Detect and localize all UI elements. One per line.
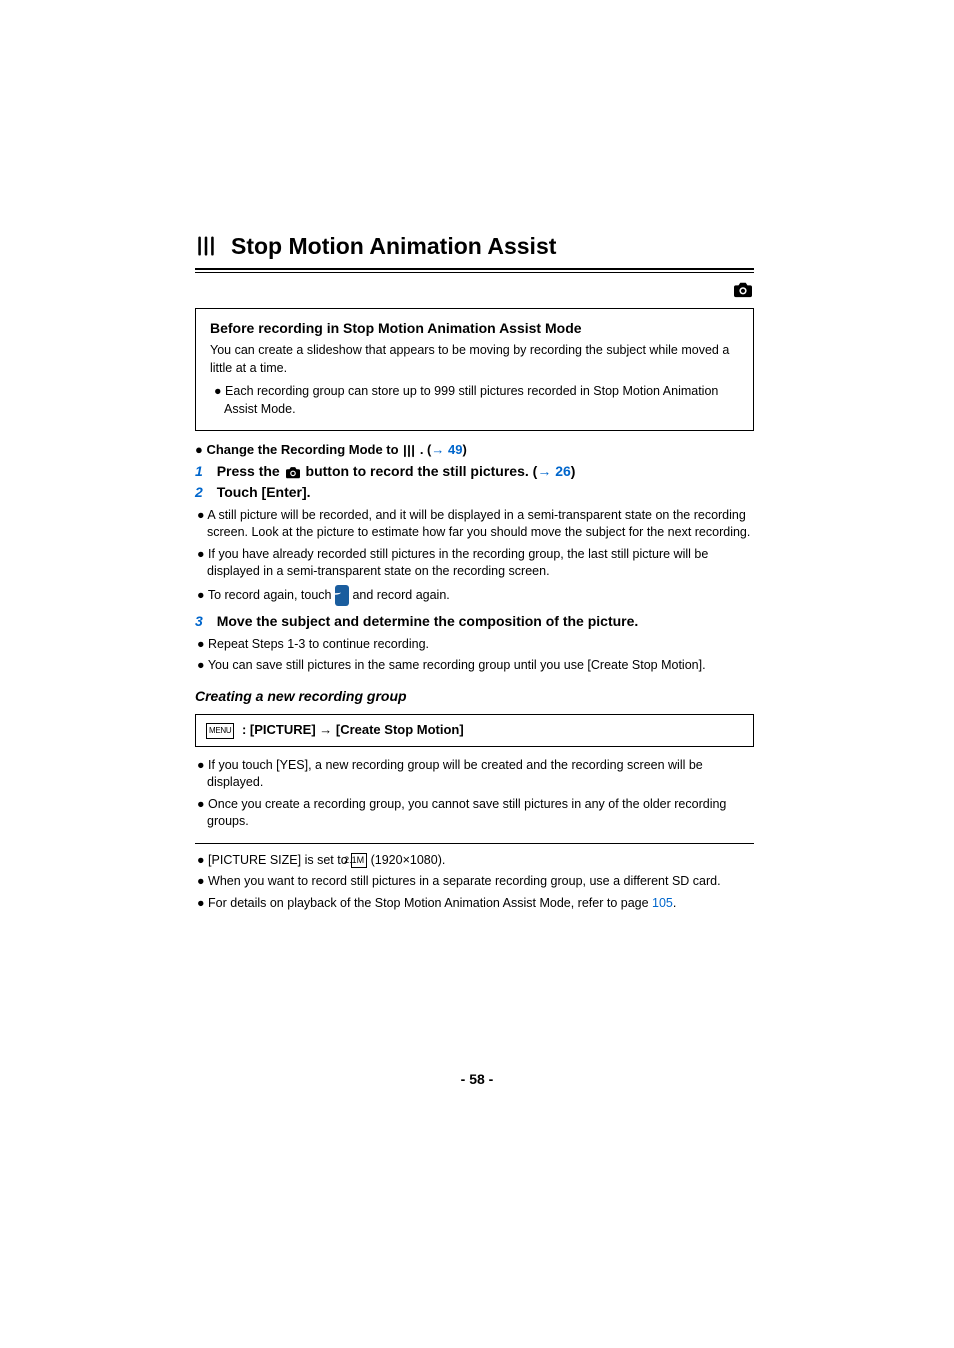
change-mode-link-text: 49: [444, 442, 462, 457]
size-prefix: [PICTURE SIZE] is set to: [208, 853, 351, 867]
step-3-number: 3: [195, 613, 203, 629]
stop-motion-mode-icon-small: [402, 442, 420, 457]
change-mode-line: ● Change the Recording Mode to . (→ 49): [195, 441, 754, 459]
camera-button-icon: [284, 463, 306, 479]
title-row: Stop Motion Animation Assist: [195, 230, 754, 262]
size-suffix: (1920×1080).: [367, 853, 445, 867]
bullet-a-1: ● If you have already recorded still pic…: [195, 546, 754, 581]
page: Stop Motion Animation Assist Before reco…: [0, 0, 954, 1348]
page-link-105[interactable]: 105: [652, 896, 673, 910]
step-2: 2 Touch [Enter].: [195, 483, 754, 503]
info-box-heading: Before recording in Stop Motion Animatio…: [210, 319, 739, 339]
change-mode-suffix1: . (: [420, 442, 432, 457]
creating-heading: Creating a new recording group: [195, 687, 754, 707]
page-number: - 58 -: [0, 1070, 954, 1090]
info-box-bullet-text: Each recording group can store up to 999…: [224, 384, 718, 416]
playback-prefix: For details on playback of the Stop Moti…: [208, 896, 652, 910]
step-1-suffix1: button to record the still pictures. (: [306, 463, 538, 479]
title-rule-thick: [195, 268, 754, 270]
change-mode-suffix2: ): [462, 442, 466, 457]
info-box-desc: You can create a slideshow that appears …: [210, 342, 739, 377]
horizontal-rule: [195, 843, 754, 844]
menu-box: MENU : [PICTURE] → [Create Stop Motion]: [195, 714, 754, 746]
picture-size-line: ● [PICTURE SIZE] is set to 2.1M (1920×10…: [195, 852, 754, 870]
step-3: 3 Move the subject and determine the com…: [195, 612, 754, 632]
menu-path: : [PICTURE] → [Create Stop Motion]: [242, 722, 464, 737]
step-1-suffix2: ): [571, 463, 576, 479]
size-badge: 2.1M: [351, 853, 367, 868]
title-rule-thin: [195, 272, 754, 273]
step-2-number: 2: [195, 484, 203, 500]
bullet-c-0-text: If you touch [YES], a new recording grou…: [207, 758, 703, 790]
bullet-a-1-text: If you have already recorded still pictu…: [207, 547, 708, 579]
bullet-d-0-text: When you want to record still pictures i…: [208, 874, 721, 888]
record-again-suffix: and record again.: [352, 588, 449, 602]
bullet-b-0-text: Repeat Steps 1-3 to continue recording.: [208, 637, 429, 651]
bullet-b-1-text: You can save still pictures in the same …: [208, 658, 706, 672]
step-3-text: Move the subject and determine the compo…: [217, 613, 639, 629]
playback-line: ● For details on playback of the Stop Mo…: [195, 895, 754, 913]
record-again-prefix: To record again, touch: [208, 588, 335, 602]
bullet-c-1: ● Once you create a recording group, you…: [195, 796, 754, 831]
bullet-d-0: ● When you want to record still pictures…: [195, 873, 754, 891]
bullet-a-0: ● A still picture will be recorded, and …: [195, 507, 754, 542]
page-link-49[interactable]: → 49: [431, 442, 462, 457]
step-1-prefix: Press the: [217, 463, 284, 479]
stop-motion-mode-icon: [195, 235, 217, 257]
change-mode-arrow: →: [431, 442, 444, 457]
step-2-text: Touch [Enter].: [217, 484, 311, 500]
bullet-c-0: ● If you touch [YES], a new recording gr…: [195, 757, 754, 792]
step-1: 1 Press the button to record the still p…: [195, 462, 754, 482]
step-1-number: 1: [195, 463, 203, 479]
change-mode-prefix: ● Change the Recording Mode to: [195, 442, 402, 457]
bullet-a-0-text: A still picture will be recorded, and it…: [207, 508, 750, 540]
camera-icon: [732, 280, 754, 295]
bullet-record-again: ● To record again, touch and record agai…: [195, 585, 754, 607]
step-1-arrow: →: [537, 463, 551, 479]
step-1-link-text: 26: [551, 463, 570, 479]
bullet-b-1: ● You can save still pictures in the sam…: [195, 657, 754, 675]
mode-indicator-row: [195, 279, 754, 298]
page-link-26[interactable]: → 26: [537, 463, 570, 479]
playback-suffix: .: [673, 896, 676, 910]
info-box: Before recording in Stop Motion Animatio…: [195, 308, 754, 432]
bullet-b-0: ● Repeat Steps 1-3 to continue recording…: [195, 636, 754, 654]
menu-badge: MENU: [206, 723, 234, 738]
page-title: Stop Motion Animation Assist: [231, 230, 556, 262]
undo-icon: [335, 585, 349, 607]
bullet-c-1-text: Once you create a recording group, you c…: [207, 797, 726, 829]
info-box-bullet: ● Each recording group can store up to 9…: [210, 383, 739, 418]
